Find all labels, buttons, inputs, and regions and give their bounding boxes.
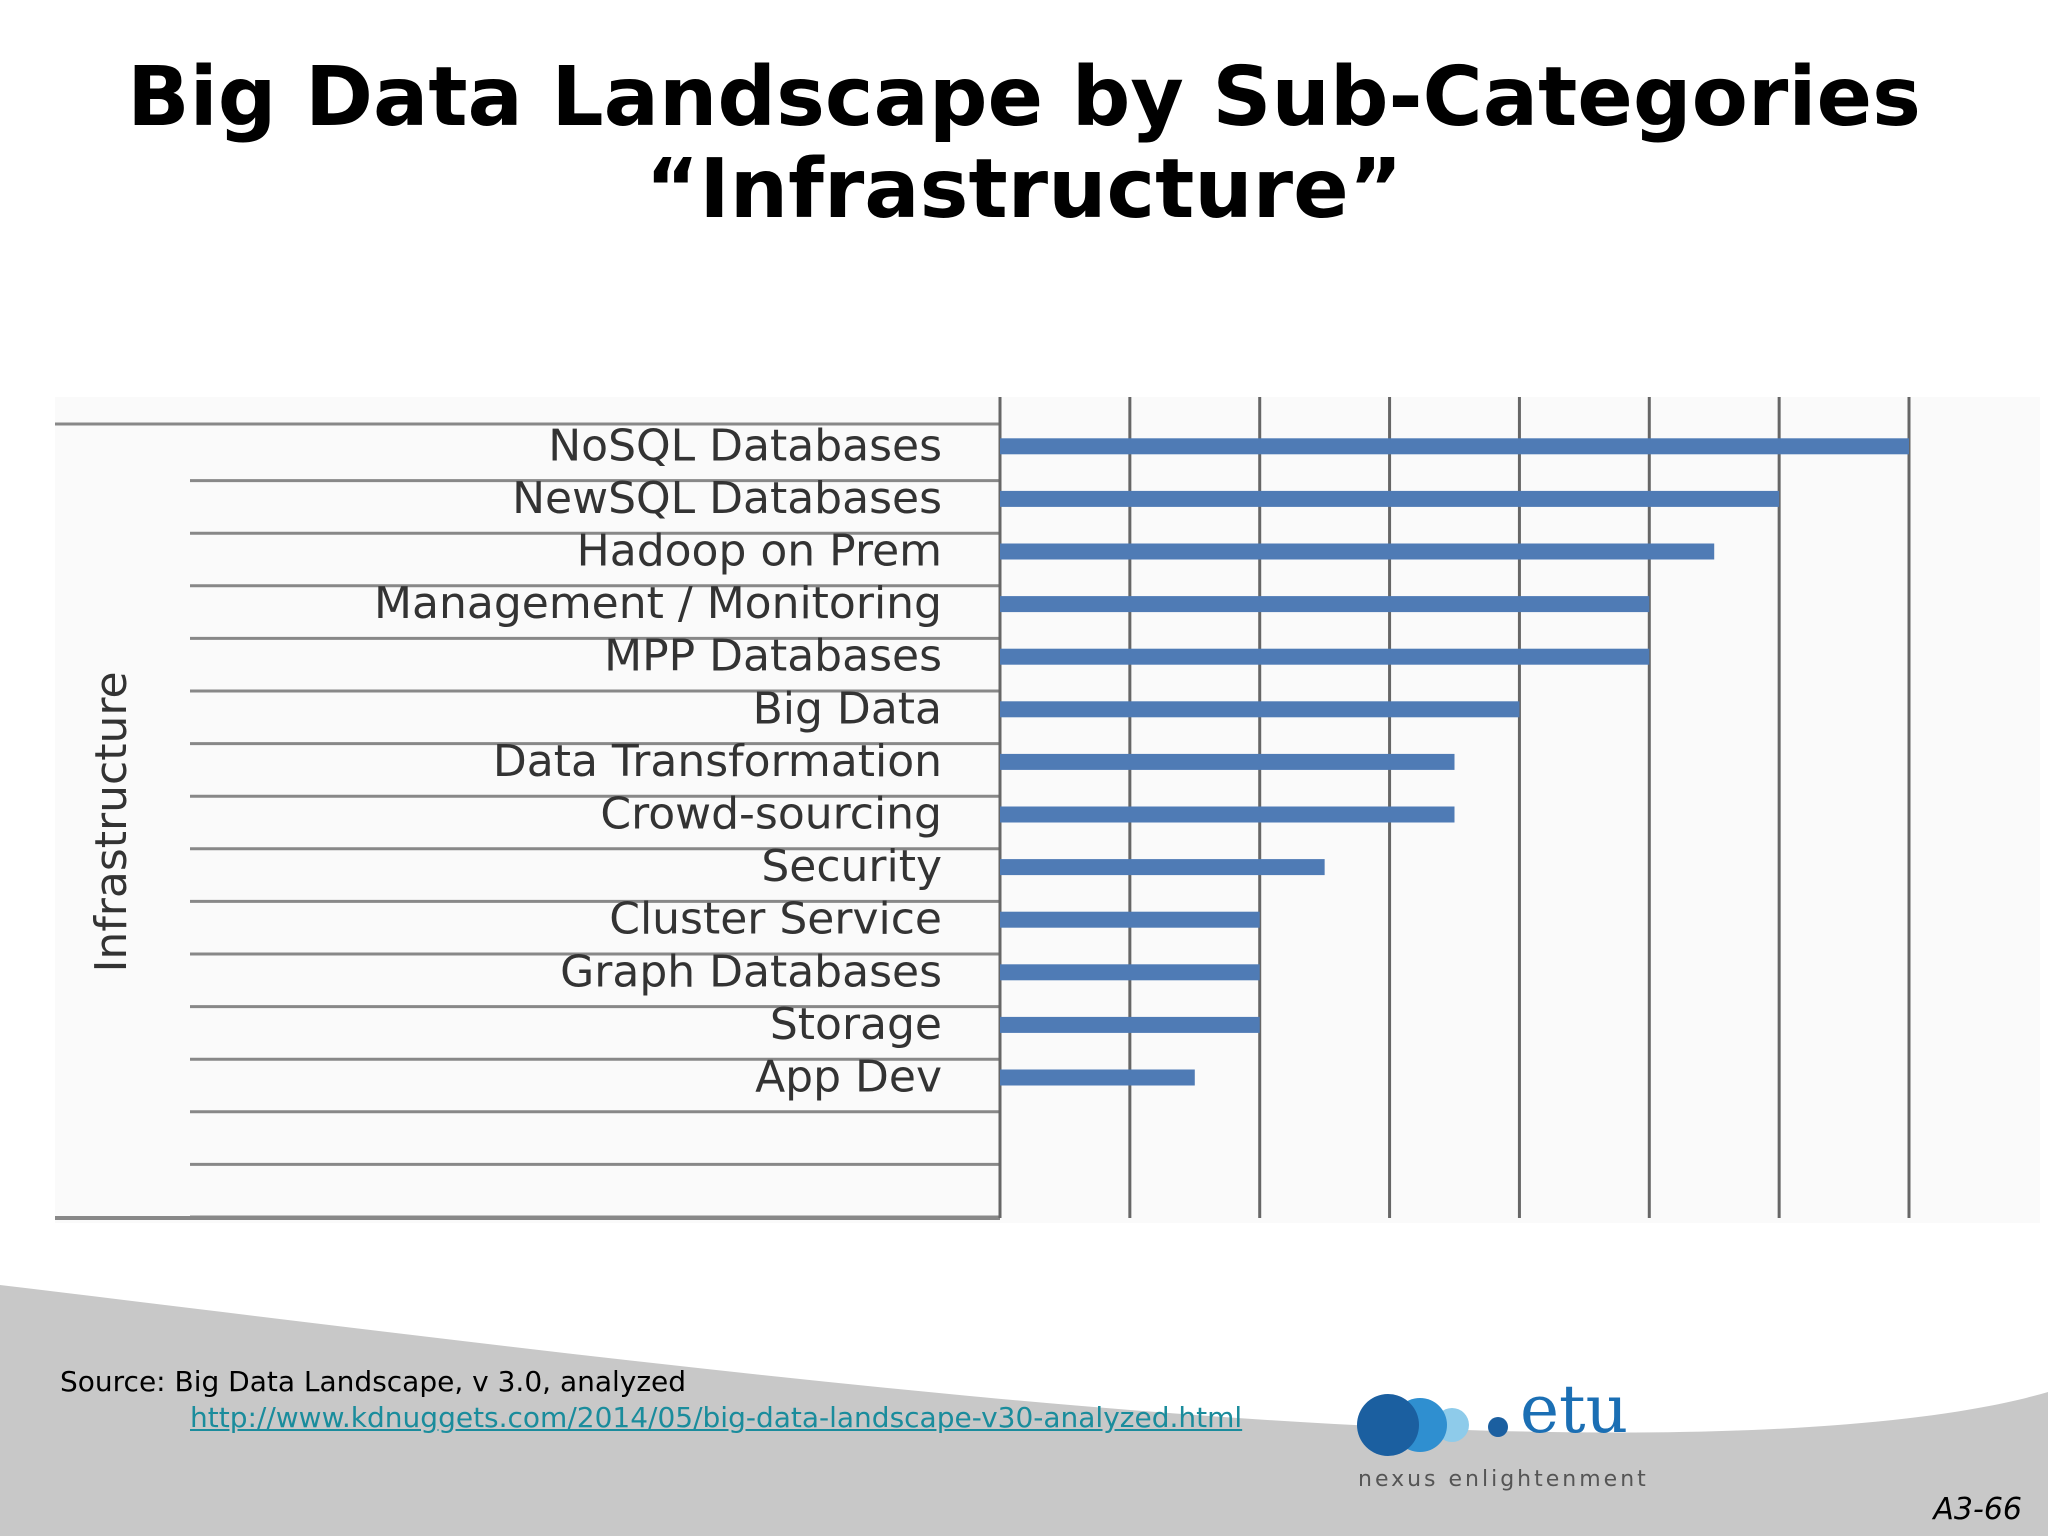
source-link[interactable]: http://www.kdnuggets.com/2014/05/big-dat…	[190, 1401, 1243, 1434]
title-line-2: “Infrastructure”	[645, 142, 1403, 237]
category-label: Storage	[770, 999, 942, 1050]
category-label: MPP Databases	[604, 631, 942, 682]
category-label: NoSQL Databases	[548, 420, 942, 471]
bar	[1000, 859, 1325, 876]
bar	[1000, 806, 1455, 823]
bar	[1000, 1069, 1195, 1086]
category-label: Management / Monitoring	[374, 578, 942, 629]
bar	[1000, 753, 1455, 770]
slide-title: Big Data Landscape by Sub-Categories “In…	[0, 52, 2048, 236]
category-label: Graph Databases	[560, 946, 942, 997]
bar	[1000, 911, 1260, 928]
category-label: App Dev	[755, 1052, 942, 1103]
logo-tagline: nexus enlightenment	[1358, 1467, 1649, 1492]
bar	[1000, 648, 1650, 665]
category-label: Crowd-sourcing	[600, 789, 942, 840]
bar	[1000, 490, 1780, 507]
category-label: Data Transformation	[493, 736, 942, 787]
category-label: Big Data	[753, 683, 942, 734]
bar	[1000, 438, 1909, 455]
category-label: Security	[761, 841, 942, 892]
etu-logo: etu nexus enlightenment	[1350, 1371, 1650, 1495]
bar	[1000, 964, 1260, 981]
bar	[1000, 701, 1520, 718]
category-label: Hadoop on Prem	[577, 526, 942, 577]
category-label: Cluster Service	[609, 894, 942, 945]
bar	[1000, 543, 1715, 560]
bar	[1000, 1016, 1260, 1033]
source-text: Source: Big Data Landscape, v 3.0, analy…	[60, 1365, 687, 1398]
category-label: NewSQL Databases	[512, 473, 942, 524]
logo-word: etu	[1520, 1371, 1629, 1448]
bar	[1000, 596, 1650, 613]
page-number: A3-66	[1933, 1492, 2022, 1527]
axis-title: Infrastructure	[86, 671, 137, 972]
footer-swoosh	[0, 1285, 2048, 1536]
logo-circles-icon	[1357, 1394, 1508, 1456]
title-line-1: Big Data Landscape by Sub-Categories	[127, 50, 1921, 145]
